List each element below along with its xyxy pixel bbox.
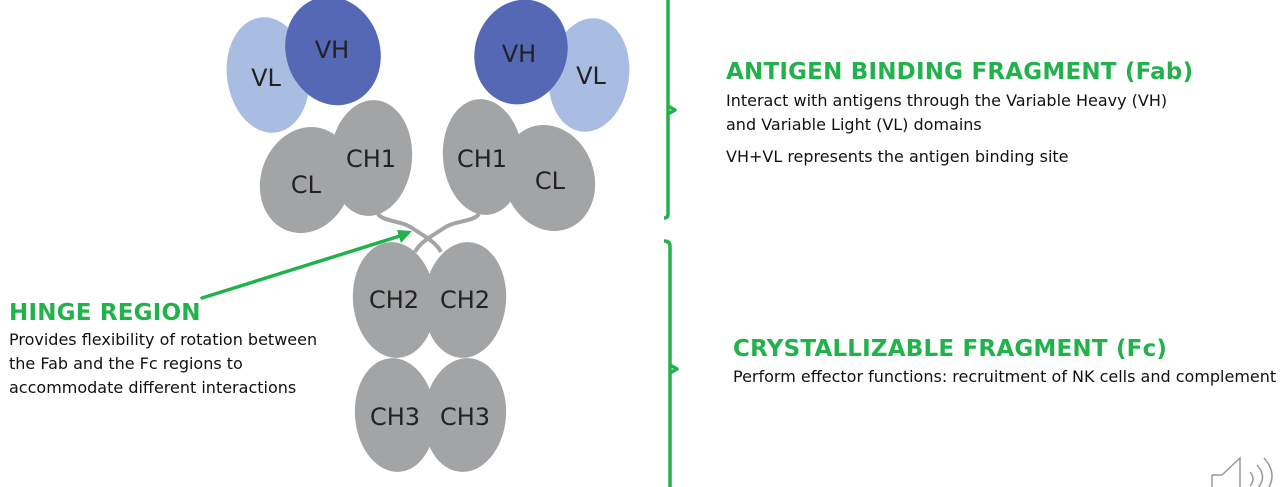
ch2-left-label: CH2 bbox=[369, 286, 419, 314]
hinge-region-description: Provides flexibility of rotation between… bbox=[9, 330, 318, 397]
vl-right-domain bbox=[548, 18, 630, 132]
speaker-icon[interactable] bbox=[1211, 456, 1273, 487]
fab-bracket bbox=[663, 0, 677, 220]
fab-title: ANTIGEN BINDING FRAGMENT (Fab) bbox=[726, 59, 1194, 85]
ch3-left-domain bbox=[354, 358, 436, 472]
ch1-right-label: CH1 bbox=[457, 145, 507, 173]
vh-right-label: VH bbox=[502, 40, 536, 68]
vh-right-domain bbox=[474, 0, 568, 105]
ch3-right-label: CH3 bbox=[440, 403, 490, 431]
fab-panel: ANTIGEN BINDING FRAGMENT (Fab) Interact … bbox=[726, 59, 1226, 169]
cl-right-label: CL bbox=[535, 167, 566, 195]
vl-right-label: VL bbox=[576, 62, 606, 90]
hinge-region-panel: HINGE REGION Provides flexibility of rot… bbox=[9, 300, 339, 400]
ch2-right-domain bbox=[423, 242, 507, 358]
vh-left-domain bbox=[285, 0, 381, 106]
hinge-connector bbox=[376, 212, 443, 254]
hinge-connector bbox=[413, 212, 481, 254]
cl-left-domain bbox=[259, 126, 353, 234]
ch3-right-domain bbox=[423, 358, 507, 472]
hinge-pointer-arrowhead bbox=[397, 230, 412, 243]
vl-left-label: VL bbox=[251, 64, 281, 92]
fab-description: Interact with antigens through the Varia… bbox=[726, 91, 1168, 134]
ch2-right-label: CH2 bbox=[440, 286, 490, 314]
ch2-left-domain bbox=[352, 242, 436, 358]
hinge-pointer-arrow bbox=[200, 234, 402, 300]
fc-panel: CRYSTALLIZABLE FRAGMENT (Fc) Perform eff… bbox=[733, 336, 1285, 389]
fc-description: Perform effector functions: recruitment … bbox=[733, 367, 1277, 386]
fc-title: CRYSTALLIZABLE FRAGMENT (Fc) bbox=[733, 336, 1168, 362]
hinge-region-title: HINGE REGION bbox=[9, 300, 201, 326]
fc-bracket bbox=[663, 239, 679, 487]
vh-left-label: VH bbox=[315, 36, 349, 64]
cl-left-label: CL bbox=[291, 171, 322, 199]
ch1-right-domain bbox=[442, 99, 524, 215]
ch3-left-label: CH3 bbox=[370, 403, 420, 431]
fab-binding-site-note: VH+VL represents the antigen binding sit… bbox=[726, 147, 1069, 166]
ch1-left-label: CH1 bbox=[346, 145, 396, 173]
cl-right-domain bbox=[502, 124, 596, 232]
ch1-left-domain bbox=[329, 100, 413, 216]
